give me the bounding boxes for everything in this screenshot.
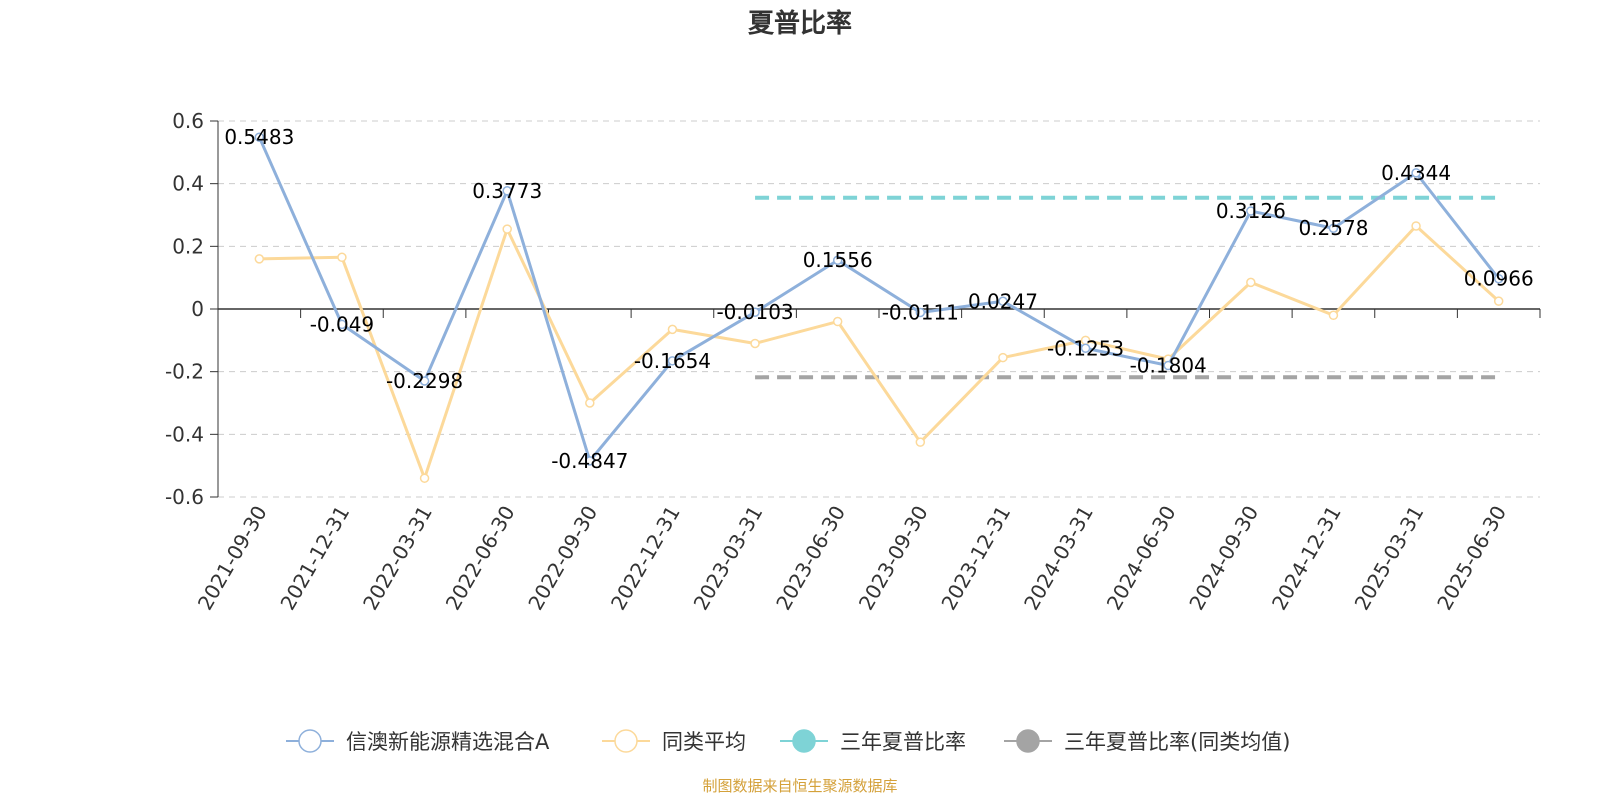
- source-note: 制图数据来自恒生聚源数据库: [702, 777, 897, 795]
- x-tick-label: 2022-03-31: [358, 502, 437, 615]
- series-line-1: [257, 136, 1500, 463]
- series-1-point: [750, 307, 760, 317]
- series-2-point: [1246, 277, 1256, 288]
- series-1-point: [998, 296, 1008, 307]
- x-tick-label: 2023-09-30: [854, 502, 933, 615]
- x-tick-label: 2023-03-31: [688, 502, 767, 615]
- x-tick-label: 2024-09-30: [1184, 502, 1263, 615]
- series-2-point: [915, 437, 926, 447]
- x-tick-label: 2023-12-31: [936, 502, 1015, 615]
- series-1-point: [1246, 206, 1256, 216]
- x-tick-label: 2021-12-31: [275, 502, 354, 615]
- data-label: 0.0247: [968, 289, 1038, 313]
- series: [254, 132, 1504, 483]
- series-1-point: [1328, 223, 1339, 233]
- data-label: -0.1253: [1047, 336, 1124, 360]
- chart-title: 夏普比率: [748, 8, 852, 39]
- data-label: -0.0103: [716, 300, 793, 324]
- legend-marker-2: [614, 729, 638, 753]
- x-tick-label: 2022-06-30: [441, 502, 520, 615]
- legend-label-4: 三年夏普比率(同类均值): [1064, 730, 1290, 754]
- series-1-point: [337, 319, 347, 330]
- series-1-point: [502, 186, 512, 196]
- x-tick-label: 2025-03-31: [1349, 502, 1428, 615]
- data-label: -0.1654: [634, 349, 711, 373]
- legend-marker-3: [792, 729, 816, 753]
- x-tick-label: 2025-06-30: [1432, 502, 1511, 615]
- legend-label-3: 三年夏普比率: [840, 730, 966, 754]
- reference-lines: [755, 195, 1499, 380]
- x-tick-label: 2022-09-30: [523, 502, 602, 615]
- data-label: -0.1804: [1130, 354, 1207, 378]
- series-2-point: [419, 473, 430, 483]
- series-2-point: [1328, 310, 1339, 321]
- series-2-point: [832, 316, 843, 327]
- data-label: 0.0966: [1464, 267, 1534, 291]
- data-label: -0.2298: [386, 369, 463, 393]
- y-tick-label: -0.6: [165, 485, 204, 509]
- data-label: -0.4847: [551, 449, 628, 473]
- series-2-point: [1411, 221, 1421, 231]
- data-label: -0.0111: [882, 300, 959, 324]
- series-2-point: [502, 224, 512, 234]
- x-tick-label: 2024-03-31: [1019, 502, 1098, 615]
- y-tick-label: 0.4: [172, 172, 204, 196]
- x-tick-label: 2022-12-31: [606, 502, 685, 615]
- data-label: 0.1556: [803, 248, 873, 272]
- data-label: 0.3773: [472, 179, 542, 203]
- legend-marker-4: [1016, 729, 1040, 753]
- series-line-2: [259, 224, 1500, 480]
- legend: 信澳新能源精选混合A 同类平均 三年夏普比率 三年夏普比率(同类均值): [286, 729, 1290, 754]
- x-tick-label: 2024-12-31: [1267, 502, 1346, 615]
- series-2-point: [750, 338, 760, 349]
- series-1-point: [915, 307, 926, 318]
- x-tick-label: 2021-09-30: [193, 502, 272, 615]
- y-tick-label: 0: [191, 297, 204, 321]
- data-label: 0.5483: [224, 125, 294, 149]
- legend-marker-1: [298, 729, 322, 753]
- y-tick-label: 0.2: [172, 234, 204, 258]
- series-1-point: [832, 255, 843, 265]
- series-2-point: [1493, 296, 1504, 306]
- series-1-point: [1163, 360, 1173, 371]
- series-1-point: [585, 456, 595, 466]
- y-tick-label: -0.2: [165, 360, 204, 384]
- series-1-point: [254, 132, 265, 142]
- data-labels: 0.5483 -0.049 -0.2298 0.3773 -0.4847 -0.1654 -…: [224, 125, 1533, 473]
- data-label: 0.3126: [1216, 199, 1286, 223]
- series-1-point: [1493, 273, 1504, 284]
- y-tick-label: -0.4: [165, 422, 204, 446]
- x-tick-label: 2024-06-30: [1102, 502, 1181, 615]
- data-label: -0.049: [310, 312, 374, 336]
- series-1-point: [1080, 343, 1091, 354]
- data-label: 0.2578: [1298, 216, 1368, 240]
- series-2-point: [337, 252, 347, 263]
- series-2-point: [667, 324, 678, 335]
- series-1-point: [419, 376, 430, 386]
- series-1-point: [667, 356, 678, 366]
- legend-label-1: 信澳新能源精选混合A: [346, 730, 550, 754]
- data-label: 0.4344: [1381, 161, 1451, 185]
- legend-label-2: 同类平均: [662, 730, 746, 754]
- series-2-point: [998, 352, 1008, 363]
- series-2-point: [585, 398, 595, 408]
- x-tick-label: 2023-06-30: [771, 502, 850, 615]
- series-2-point: [254, 254, 265, 264]
- series-1-point: [1411, 168, 1421, 178]
- y-tick-label: 0.6: [172, 109, 204, 133]
